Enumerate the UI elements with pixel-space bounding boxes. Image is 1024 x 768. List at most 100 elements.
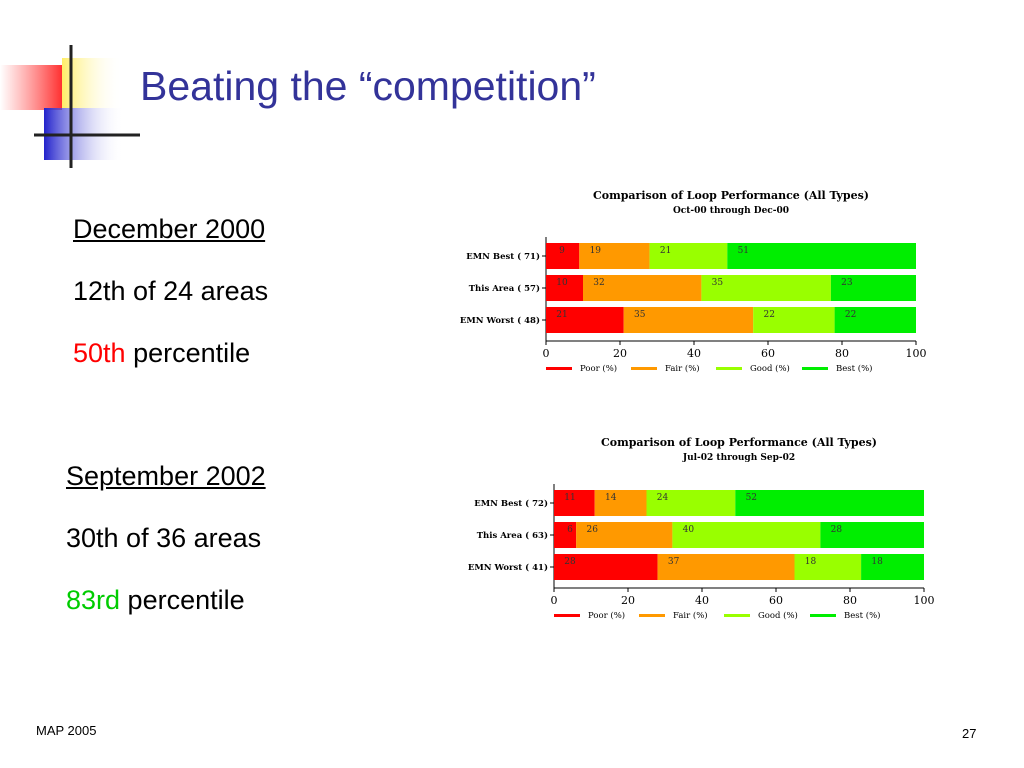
bar-segment	[820, 522, 924, 548]
chart-title: Comparison of Loop Performance (All Type…	[601, 436, 877, 449]
data-label: 21	[660, 246, 671, 256]
data-label: 26	[586, 525, 598, 535]
chart-title: Comparison of Loop Performance (All Type…	[593, 189, 869, 202]
x-tick-label: 0	[551, 594, 558, 607]
legend-swatch	[631, 367, 657, 370]
bar-segment	[727, 243, 916, 269]
data-label: 22	[845, 310, 856, 320]
block-heading: December 2000	[73, 214, 266, 244]
category-label: EMN Best ( 71)	[466, 251, 540, 262]
legend-swatch	[724, 614, 750, 617]
data-label: 35	[712, 278, 724, 288]
bar-segment	[701, 275, 831, 301]
legend-swatch	[546, 367, 572, 370]
chart-dec-2000: Comparison of Loop Performance (All Type…	[460, 189, 927, 374]
data-label: 32	[593, 278, 604, 288]
bar-segment	[830, 275, 916, 301]
block-percentile: 50th percentile	[73, 340, 250, 367]
data-label: 37	[668, 557, 680, 567]
legend-label: Good (%)	[758, 610, 798, 621]
category-label: This Area ( 63)	[477, 530, 548, 541]
x-tick-label: 0	[543, 347, 550, 360]
data-label: 28	[564, 557, 576, 567]
data-label: 18	[871, 557, 883, 567]
data-label: 35	[634, 310, 646, 320]
slide-title: Beating the “competition”	[140, 63, 596, 109]
category-label: This Area ( 57)	[469, 283, 540, 294]
block-percentile: 83rd percentile	[66, 587, 245, 614]
bar-segment	[546, 243, 580, 269]
bar-segment	[646, 490, 736, 516]
legend-swatch	[802, 367, 828, 370]
data-label: 52	[746, 493, 757, 503]
data-label: 9	[559, 246, 565, 256]
percentile-suffix: percentile	[120, 585, 245, 615]
x-tick-label: 80	[835, 347, 849, 360]
block-september-2002: September 2002 30th of 36 areas 83rd per…	[66, 463, 366, 623]
bar-segment	[554, 522, 577, 548]
legend-swatch	[716, 367, 742, 370]
legend-label: Best (%)	[844, 610, 880, 621]
x-tick-label: 40	[687, 347, 701, 360]
percentile-value: 83rd	[66, 585, 121, 615]
percentile-suffix: percentile	[125, 338, 251, 368]
x-tick-label: 60	[769, 594, 783, 607]
data-label: 21	[556, 310, 567, 320]
chart-subtitle: Oct-00 through Dec-00	[673, 206, 789, 216]
x-tick-label: 60	[761, 347, 775, 360]
bar-segment	[594, 490, 647, 516]
x-tick-label: 100	[914, 594, 935, 607]
data-label: 40	[683, 525, 695, 535]
data-label: 23	[841, 278, 853, 288]
bar-segment	[554, 490, 595, 516]
data-label: 6	[567, 525, 573, 535]
legend-swatch	[554, 614, 580, 617]
bar-segment	[583, 275, 702, 301]
block-rank: 30th of 36 areas	[66, 523, 262, 553]
legend-label: Poor (%)	[588, 610, 625, 621]
data-label: 11	[564, 493, 575, 503]
legend-swatch	[639, 614, 665, 617]
page-number: 27	[962, 726, 977, 741]
x-tick-label: 100	[906, 347, 927, 360]
bar-segment	[834, 307, 916, 333]
bar-segment	[546, 307, 624, 333]
legend-label: Best (%)	[836, 363, 872, 374]
x-tick-label: 20	[621, 594, 635, 607]
bar-segment	[753, 307, 835, 333]
block-heading: September 2002	[66, 461, 266, 491]
bar-segment	[735, 490, 924, 516]
data-label: 19	[590, 246, 602, 256]
legend-label: Fair (%)	[665, 363, 700, 374]
legend-label: Poor (%)	[580, 363, 617, 374]
data-label: 10	[556, 278, 568, 288]
bar-segment	[657, 554, 795, 580]
block-rank: 12th of 24 areas	[73, 276, 269, 306]
bar-segment	[554, 554, 658, 580]
chart-subtitle: Jul-02 through Sep-02	[682, 453, 795, 463]
legend-label: Fair (%)	[673, 610, 708, 621]
category-label: EMN Best ( 72)	[474, 498, 548, 509]
category-label: EMN Worst ( 41)	[468, 562, 548, 573]
data-label: 28	[831, 525, 843, 535]
bar-segment	[546, 275, 583, 301]
corner-decoration	[0, 45, 140, 168]
bar-segment	[649, 243, 728, 269]
x-tick-label: 40	[695, 594, 709, 607]
bar-segment	[579, 243, 650, 269]
x-tick-label: 80	[843, 594, 857, 607]
bar-segment	[794, 554, 862, 580]
bar-segment	[861, 554, 924, 580]
legend-swatch	[810, 614, 836, 617]
legend-label: Good (%)	[750, 363, 790, 374]
data-label: 22	[763, 310, 774, 320]
data-label: 51	[738, 246, 749, 256]
x-tick-label: 20	[613, 347, 627, 360]
data-label: 18	[805, 557, 817, 567]
bar-segment	[623, 307, 754, 333]
chart-sep-2002: Comparison of Loop Performance (All Type…	[468, 436, 935, 621]
percentile-value: 50th	[73, 338, 126, 368]
block-december-2000: December 2000 12th of 24 areas 50th perc…	[73, 216, 373, 376]
data-label: 24	[657, 493, 669, 503]
footer-label: MAP 2005	[36, 723, 97, 738]
